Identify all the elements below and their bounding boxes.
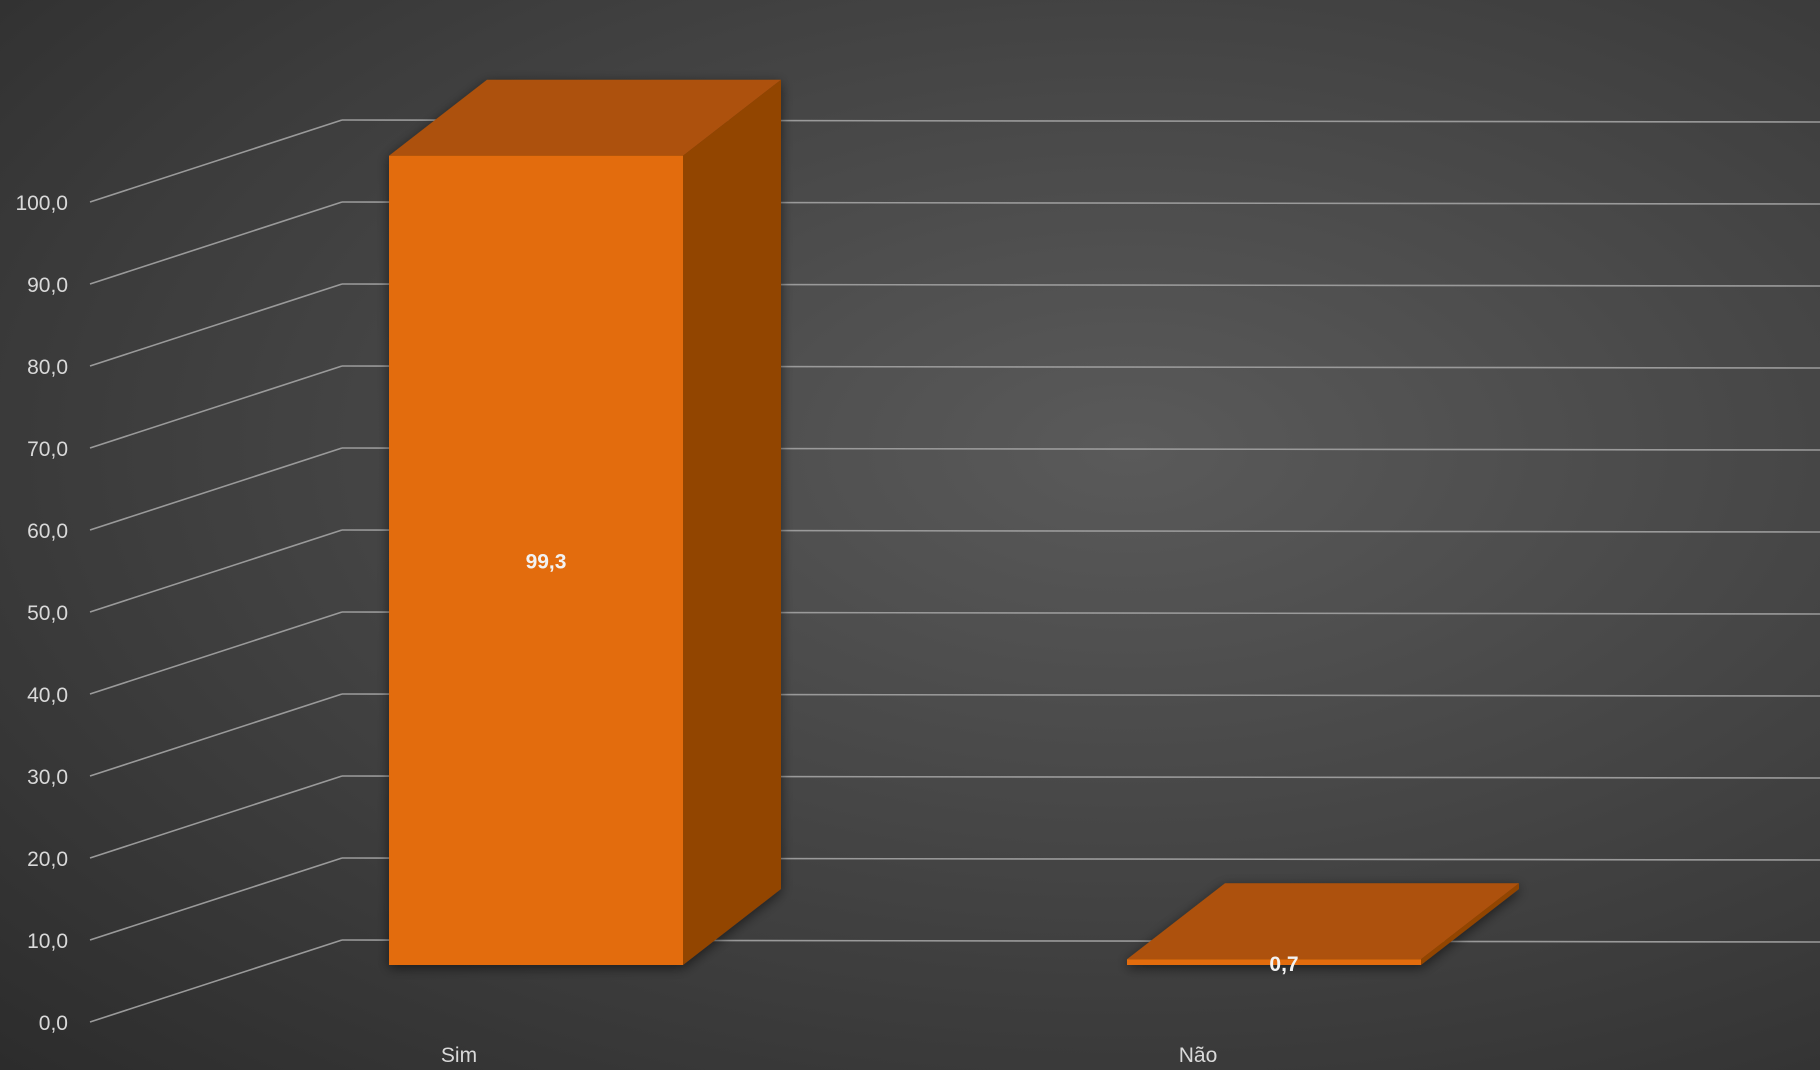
bar-nao [1127,883,1519,965]
gridline-side [89,283,343,367]
y-tick-label: 100,0 [15,192,68,215]
gridline-side [89,529,343,613]
bar-front-face [389,155,683,965]
gridline-side [89,857,343,941]
y-tick-label: 20,0 [27,848,68,871]
bar-side-face [1421,883,1519,965]
bar-top-face [389,79,781,156]
data-label: 99,3 [526,550,567,573]
gridline-side [89,201,343,285]
gridline-side [89,693,343,777]
bar-side-face [683,79,781,965]
y-tick-label: 0,0 [39,1012,68,1035]
y-tick-label: 90,0 [27,274,68,297]
gridline-side [89,447,343,531]
y-tick-label: 60,0 [27,520,68,543]
data-label: 0,7 [1269,953,1298,976]
gridlines [89,119,1820,1023]
gridline-side [89,611,343,695]
x-axis-category-labels: Sim Não [441,1044,1217,1067]
gridline-side [89,365,343,449]
gridline-side [89,939,343,1023]
y-tick-label: 10,0 [27,930,68,953]
y-tick-label: 30,0 [27,766,68,789]
y-tick-label: 50,0 [27,602,68,625]
gridline-side [89,119,343,203]
category-label: Sim [441,1044,477,1067]
category-label: Não [1179,1044,1218,1067]
bars: 99,3 0,7 [389,79,1519,976]
y-tick-label: 70,0 [27,438,68,461]
y-axis-tick-labels: 0,0 10,0 20,0 30,0 40,0 50,0 60,0 70,0 80,0 90,0 1… [15,192,68,1035]
gridline-side [89,775,343,859]
bar-front-face [1127,959,1421,965]
bar-top-face [1127,883,1519,960]
y-tick-label: 40,0 [27,684,68,707]
bar-sim [389,79,781,965]
y-tick-label: 80,0 [27,356,68,379]
